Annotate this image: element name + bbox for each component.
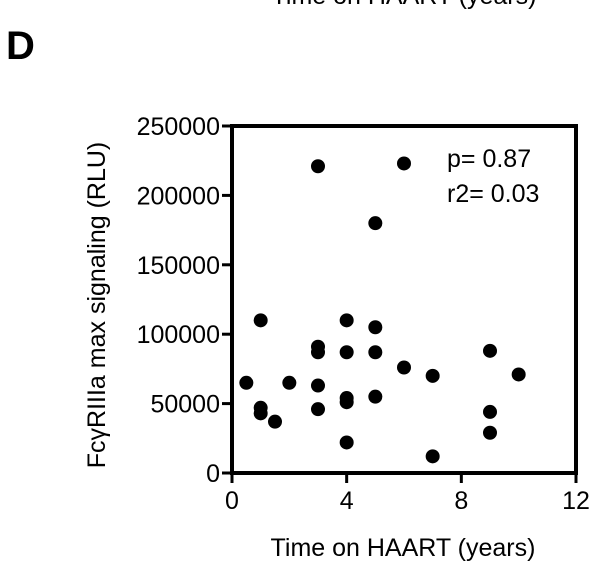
data-points: [239, 156, 526, 464]
data-point: [511, 367, 526, 382]
y-tick-label: 200000: [137, 182, 220, 210]
x-tick-label: 12: [562, 487, 590, 515]
r2-annotation: r2= 0.03: [447, 180, 539, 208]
y-tick-label: 50000: [150, 391, 220, 419]
data-point: [483, 425, 497, 440]
data-point: [339, 345, 354, 360]
panel-label: D: [6, 24, 35, 68]
x-axis-label: Time on HAART (years): [271, 534, 536, 561]
data-point: [483, 404, 497, 419]
y-tick-label: 100000: [137, 321, 220, 349]
data-point: [397, 360, 411, 375]
data-point: [239, 375, 254, 390]
data-point: [311, 159, 325, 174]
y-tick-label: 150000: [137, 252, 220, 280]
y-axis-label: FcγRIIIa max signaling (RLU): [83, 142, 111, 468]
x-tick-label: 8: [454, 487, 468, 515]
data-point: [311, 402, 325, 417]
data-point: [268, 414, 282, 429]
data-point: [339, 395, 354, 410]
y-axis-ticks: 0 50000 100000 150000 200000 250000: [137, 113, 232, 488]
data-point: [253, 313, 268, 328]
data-point: [397, 156, 411, 171]
data-point: [311, 345, 325, 360]
data-point: [282, 375, 297, 390]
data-point: [339, 435, 354, 450]
data-point: [368, 389, 383, 404]
x-axis-ticks: 0 4 8 12: [225, 473, 590, 515]
y-tick-label: 0: [206, 460, 220, 488]
data-point: [425, 368, 440, 383]
data-point: [311, 378, 325, 393]
data-point: [483, 343, 497, 358]
data-point: [253, 406, 268, 421]
cropped-header-text: Time on HAART (years): [272, 0, 537, 10]
data-point: [368, 345, 383, 360]
data-point: [339, 313, 354, 328]
p-value-annotation: p= 0.87: [447, 145, 531, 173]
data-point: [368, 320, 383, 335]
data-point: [368, 216, 383, 231]
y-tick-label: 250000: [137, 113, 220, 141]
plot-area: [230, 124, 578, 475]
x-tick-label: 4: [340, 487, 354, 515]
data-point: [425, 449, 440, 464]
x-tick-label: 0: [225, 487, 239, 515]
